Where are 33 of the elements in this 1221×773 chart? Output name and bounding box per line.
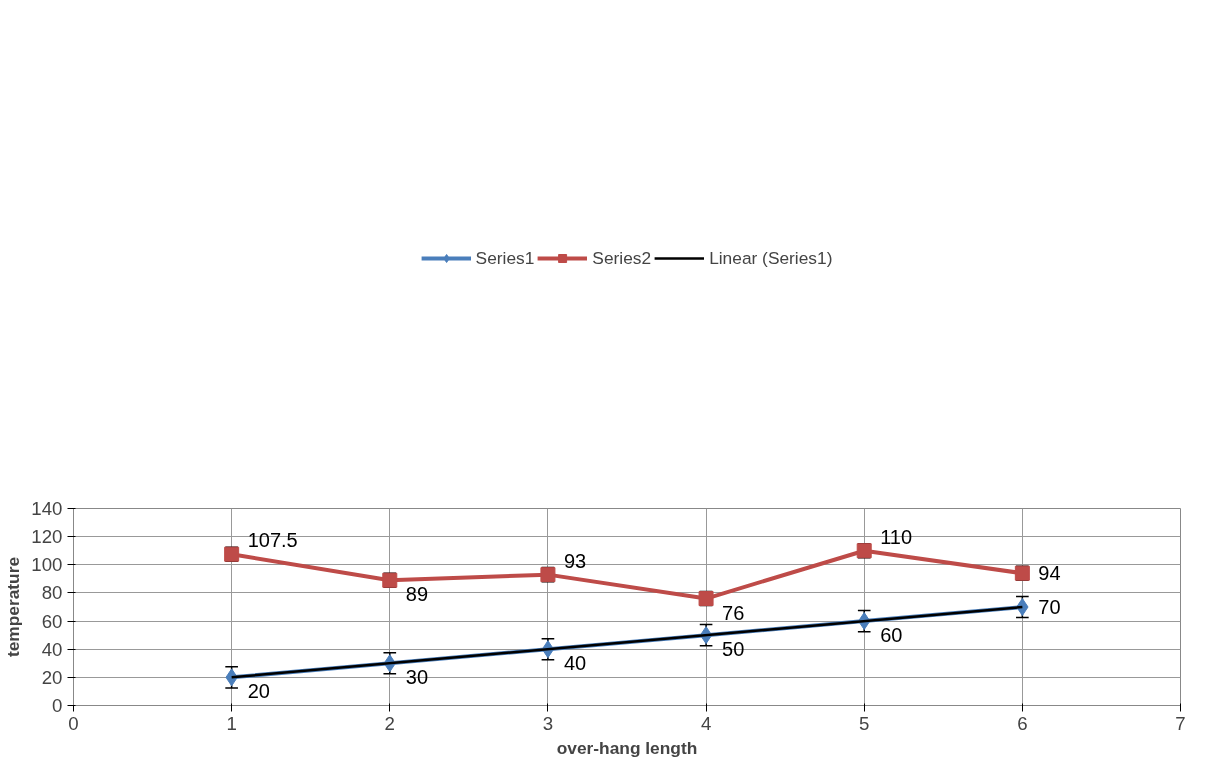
legend-label: Series2 [592, 247, 652, 269]
x-tick-label: 0 [68, 712, 79, 734]
y-tick-label: 40 [41, 638, 63, 660]
x-axis-title: over-hang length [556, 737, 698, 758]
data-label: 30 [405, 666, 429, 689]
y-tick-label: 80 [41, 582, 63, 604]
data-label: 94 [1038, 562, 1061, 585]
x-tick-label: 1 [226, 712, 237, 734]
x-tick-label: 3 [542, 712, 554, 734]
y-tick-label: 60 [41, 610, 63, 632]
data-label: 110 [880, 525, 913, 548]
y-tick-label: 120 [31, 526, 63, 548]
x-tick-label: 6 [1017, 712, 1028, 734]
legend-label: Series1 [475, 247, 535, 269]
data-label: 93 [563, 549, 587, 572]
data-label: 107.5 [247, 529, 298, 552]
data-label: 89 [405, 583, 429, 606]
x-tick-label: 7 [1175, 712, 1186, 734]
y-axis-title: temperature [3, 556, 24, 658]
data-label: 70 [1038, 596, 1061, 618]
y-tick-label: 140 [31, 498, 63, 519]
data-label: 76 [722, 601, 745, 624]
x-tick-label: 4 [700, 712, 712, 734]
data-label: 60 [880, 624, 903, 647]
x-tick-label: 5 [859, 712, 870, 734]
y-tick-label: 100 [31, 554, 63, 576]
data-label: 40 [563, 652, 587, 675]
y-tick-label: 0 [52, 695, 63, 716]
legend-label: Linear (Series1) [709, 247, 833, 269]
x-tick-label: 2 [384, 712, 395, 734]
data-label: 20 [247, 680, 270, 703]
data-label: 50 [722, 638, 745, 661]
y-tick-label: 20 [41, 666, 63, 688]
